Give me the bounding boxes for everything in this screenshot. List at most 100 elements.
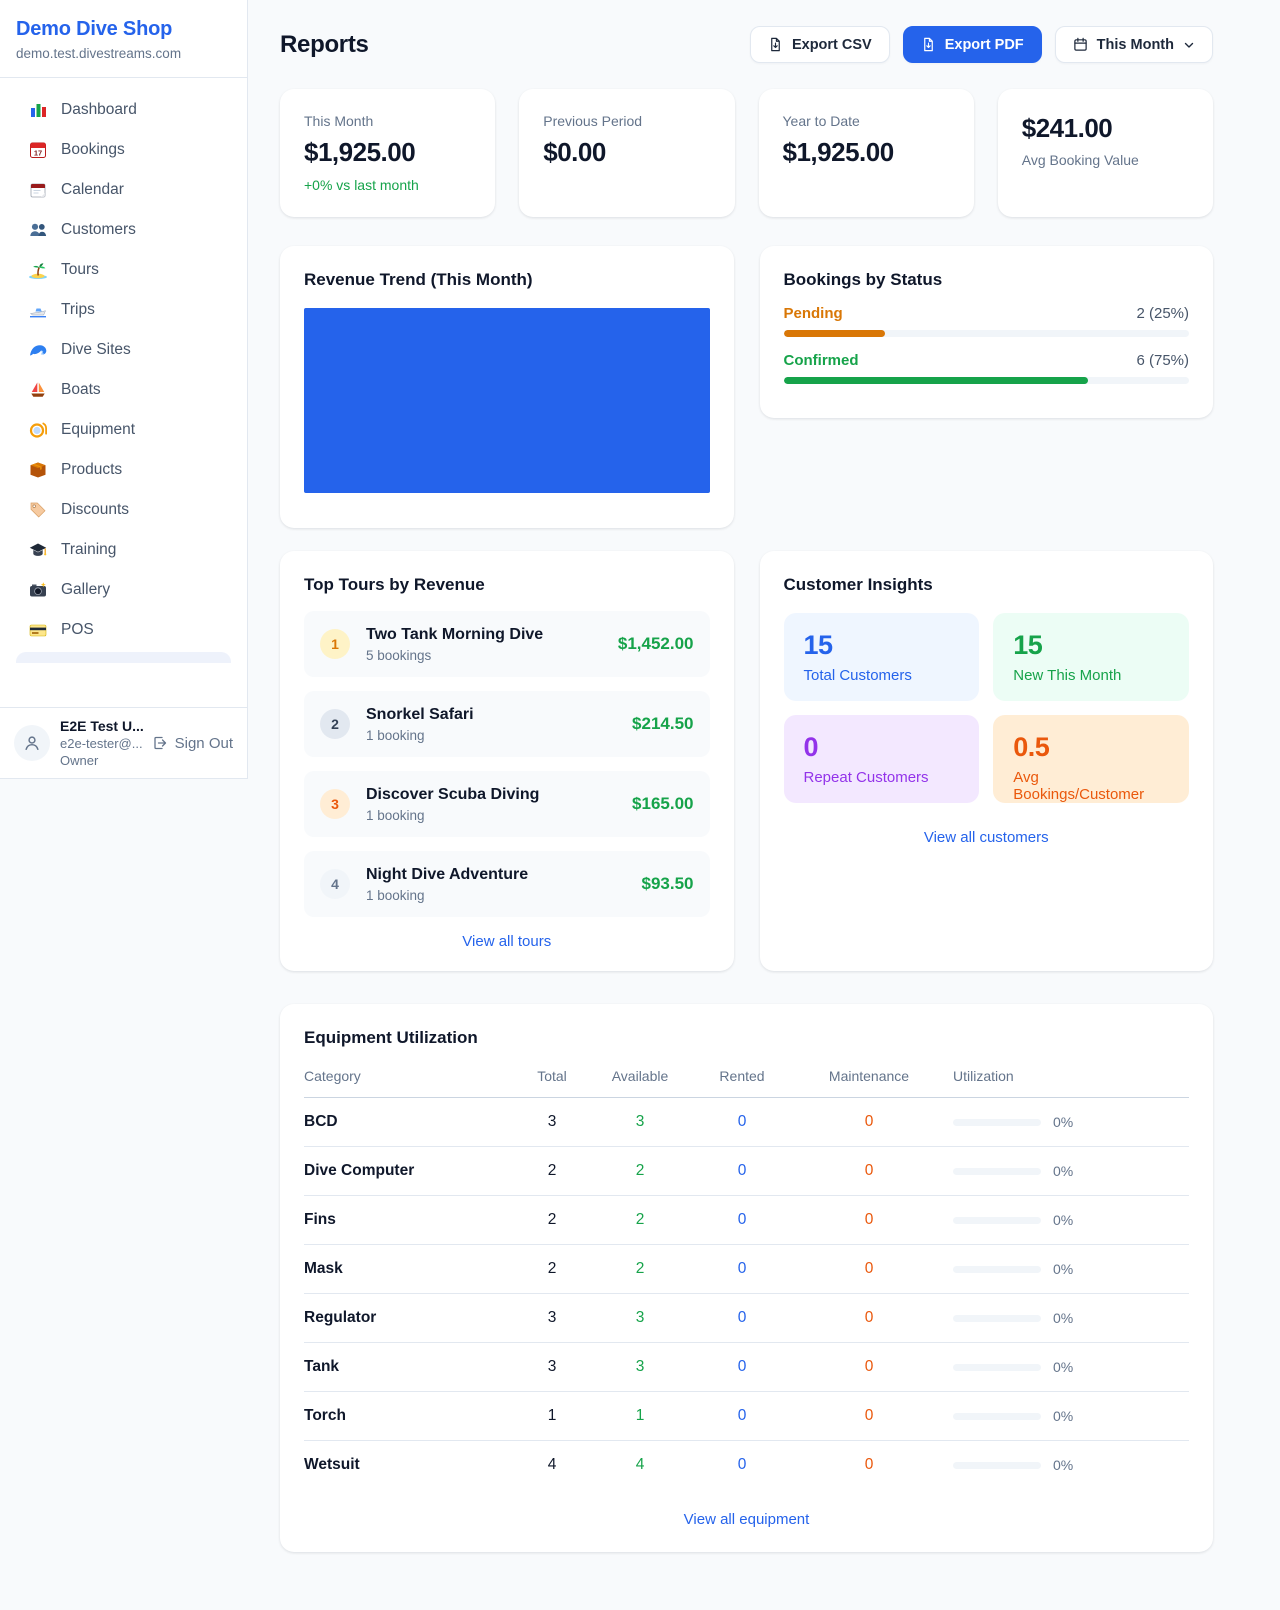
cell-total: 2 xyxy=(547,1260,557,1277)
top-tours-title: Top Tours by Revenue xyxy=(304,575,485,594)
rank-badge: 4 xyxy=(320,869,350,899)
sidebar-item-calendar[interactable]: Calendar xyxy=(8,170,239,210)
sidebar-item-products[interactable]: Products xyxy=(8,450,239,490)
cell-available: 3 xyxy=(635,1358,645,1375)
insight-grid: 15 Total Customers 15 New This Month 0 R… xyxy=(783,613,1189,803)
cell-total: 4 xyxy=(547,1456,557,1473)
tour-name: Two Tank Morning Dive xyxy=(366,625,544,643)
person-icon xyxy=(25,736,39,751)
sidebar-item-boats[interactable]: Boats xyxy=(8,370,239,410)
user-role: Owner xyxy=(60,753,99,768)
insight-tile-total-customers: 15 Total Customers xyxy=(783,613,980,701)
view-all-customers-link[interactable]: View all customers xyxy=(923,829,1049,846)
tour-name: Discover Scuba Diving xyxy=(366,785,540,803)
sidebar-item-pos[interactable]: POS xyxy=(8,610,239,650)
stat-delta: +0% vs last month xyxy=(304,177,419,193)
header-actions: Export CSV Export PDF This Month xyxy=(749,26,1213,63)
status-bar-fill xyxy=(783,330,885,337)
status-label: Pending xyxy=(783,305,843,322)
equipment-utilization-card: Equipment Utilization Category Total Ava… xyxy=(280,1004,1213,1552)
sidebar-item-gallery[interactable]: Gallery xyxy=(8,570,239,610)
people-icon xyxy=(28,220,48,240)
cell-rented: 0 xyxy=(737,1260,747,1277)
tour-list: 1 Two Tank Morning Dive 5 bookings $1,45… xyxy=(304,611,710,917)
view-all-equipment-link[interactable]: View all equipment xyxy=(683,1511,810,1528)
user-name: E2E Test U... xyxy=(60,718,144,734)
sidebar-item-tours[interactable]: Tours xyxy=(8,250,239,290)
utilization-bar xyxy=(953,1314,1041,1322)
tour-row: 4 Night Dive Adventure 1 booking $93.50 xyxy=(304,851,710,917)
tour-row: 1 Two Tank Morning Dive 5 bookings $1,45… xyxy=(304,611,710,677)
sidebar-item-label: Boats xyxy=(61,381,101,398)
cell-category: Torch xyxy=(304,1407,346,1424)
cell-available: 2 xyxy=(635,1162,645,1179)
page-title: Reports xyxy=(280,30,369,58)
view-all-tours-link[interactable]: View all tours xyxy=(462,933,552,950)
main-content: Reports Export CSV Export PDF This Month… xyxy=(248,0,1280,1592)
period-dropdown[interactable]: This Month xyxy=(1054,26,1213,63)
stat-value: $241.00 xyxy=(1021,113,1113,143)
stat-card-this-month: This Month $1,925.00 +0% vs last month xyxy=(280,89,496,217)
cell-rented: 0 xyxy=(737,1113,747,1130)
utilization-bar xyxy=(953,1216,1041,1224)
sign-out-button[interactable]: Sign Out xyxy=(152,735,233,752)
cell-maintenance: 0 xyxy=(864,1358,874,1375)
user-info: E2E Test U... e2e-tester@... Owner xyxy=(60,718,152,768)
cell-rented: 0 xyxy=(737,1358,747,1375)
sidebar-item-trips[interactable]: Trips xyxy=(8,290,239,330)
sidebar-item-equipment[interactable]: Equipment xyxy=(8,410,239,450)
stat-label: Previous Period xyxy=(543,113,643,129)
cell-utilization: 0% xyxy=(934,1114,1189,1130)
tour-revenue: $93.50 xyxy=(641,874,694,893)
insight-value: 0.5 xyxy=(1013,732,1050,762)
insight-value: 15 xyxy=(1013,630,1043,660)
export-pdf-button[interactable]: Export PDF xyxy=(902,26,1042,63)
insight-label: Total Customers xyxy=(803,667,912,684)
camera-icon xyxy=(28,580,48,600)
cell-available: 1 xyxy=(635,1407,645,1424)
col-total: Total xyxy=(537,1068,567,1084)
export-csv-button[interactable]: Export CSV xyxy=(749,26,890,63)
cell-utilization: 0% xyxy=(934,1457,1189,1473)
svg-text:17: 17 xyxy=(34,149,42,158)
cell-rented: 0 xyxy=(737,1211,747,1228)
sidebar-item-reports-partial[interactable] xyxy=(16,652,231,663)
table-row: Mask 2 2 0 0 0% xyxy=(304,1245,1189,1294)
sidebar-item-bookings[interactable]: 17 Bookings xyxy=(8,130,239,170)
equipment-utilization-title: Equipment Utilization xyxy=(304,1028,478,1047)
sidebar-item-discounts[interactable]: Discounts xyxy=(8,490,239,530)
tour-revenue: $214.50 xyxy=(632,714,694,733)
sidebar-item-customers[interactable]: Customers xyxy=(8,210,239,250)
file-export-icon xyxy=(768,37,783,52)
sidebar-item-label: Discounts xyxy=(61,501,130,518)
sidebar-nav: Dashboard 17 Bookings Calendar Customers… xyxy=(0,78,247,707)
export-pdf-label: Export PDF xyxy=(944,36,1024,53)
insight-value: 0 xyxy=(803,732,819,762)
status-label: Confirmed xyxy=(783,352,859,369)
logout-icon xyxy=(153,736,166,750)
shop-name: Demo Dive Shop xyxy=(16,18,173,40)
sidebar-item-dive-sites[interactable]: Dive Sites xyxy=(8,330,239,370)
tour-bookings: 1 booking xyxy=(366,807,425,823)
calendar-outline-icon xyxy=(1073,37,1088,52)
customer-insights-card: Customer Insights 15 Total Customers 15 … xyxy=(759,551,1213,971)
utilization-bar xyxy=(953,1412,1041,1420)
sailboat-icon xyxy=(28,380,48,400)
cell-maintenance: 0 xyxy=(864,1113,874,1130)
sidebar-item-training[interactable]: Training xyxy=(8,530,239,570)
status-value: 6 (75%) xyxy=(1136,352,1189,369)
sidebar-item-dashboard[interactable]: Dashboard xyxy=(8,90,239,130)
status-bar-fill xyxy=(783,377,1088,384)
cell-total: 3 xyxy=(547,1113,557,1130)
cell-category: Dive Computer xyxy=(304,1162,415,1179)
period-label: This Month xyxy=(1096,36,1174,53)
col-maintenance: Maintenance xyxy=(828,1068,910,1084)
cell-maintenance: 0 xyxy=(864,1162,874,1179)
cell-maintenance: 0 xyxy=(864,1211,874,1228)
customer-insights-title: Customer Insights xyxy=(783,575,933,594)
cell-category: Regulator xyxy=(304,1309,377,1326)
shop-domain: demo.test.divestreams.com xyxy=(16,46,182,61)
bookings-by-status-title: Bookings by Status xyxy=(783,270,943,289)
cell-category: Wetsuit xyxy=(304,1456,360,1473)
insight-label: Avg Bookings/Customer xyxy=(1013,769,1145,803)
